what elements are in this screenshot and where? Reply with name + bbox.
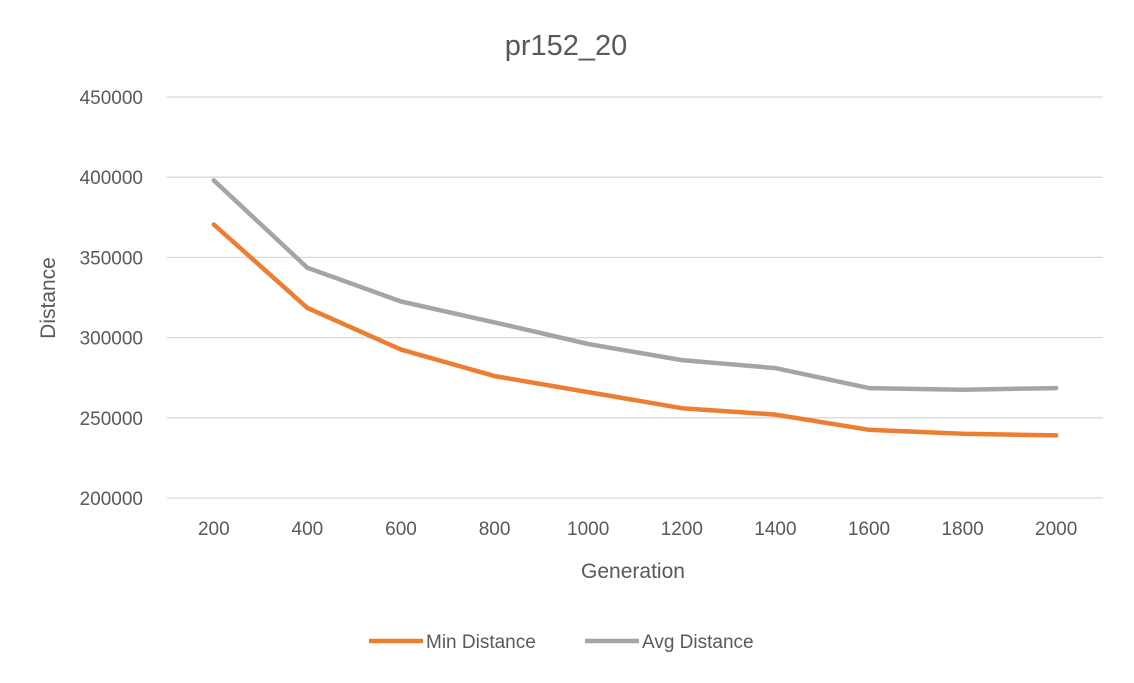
x-tick-label: 2000 [1035, 519, 1077, 540]
x-tick-label: 200 [198, 519, 230, 540]
y-tick-label: 400000 [80, 168, 143, 189]
legend-label: Min Distance [426, 632, 536, 653]
y-axis-tick-labels: 200000 250000 300000 350000 400000 450000 [80, 88, 143, 510]
x-tick-label: 1000 [567, 519, 609, 540]
x-axis-tick-labels: 200 400 600 800 1000 1200 1400 1600 1800 2000 [198, 519, 1077, 540]
series-line-avg-distance [211, 178, 1059, 392]
x-axis-title: Generation [581, 560, 685, 583]
series-lines [211, 178, 1059, 438]
legend: Min Distance Avg Distance [369, 632, 754, 653]
gridlines [167, 96, 1103, 499]
x-tick-label: 600 [385, 519, 417, 540]
y-tick-label: 200000 [80, 489, 143, 510]
series-line-min-distance [211, 222, 1059, 438]
y-axis-title: Distance [37, 257, 60, 339]
x-tick-label: 800 [479, 519, 511, 540]
x-tick-label: 1400 [754, 519, 796, 540]
y-tick-label: 300000 [80, 329, 143, 350]
y-tick-label: 250000 [80, 409, 143, 430]
legend-label: Avg Distance [642, 632, 754, 653]
y-tick-label: 350000 [80, 248, 143, 269]
y-tick-label: 450000 [80, 88, 143, 109]
x-tick-label: 400 [292, 519, 324, 540]
x-tick-label: 1200 [661, 519, 703, 540]
x-tick-label: 1800 [941, 519, 983, 540]
x-tick-label: 1600 [848, 519, 890, 540]
chart-title: pr152_20 [505, 30, 628, 62]
